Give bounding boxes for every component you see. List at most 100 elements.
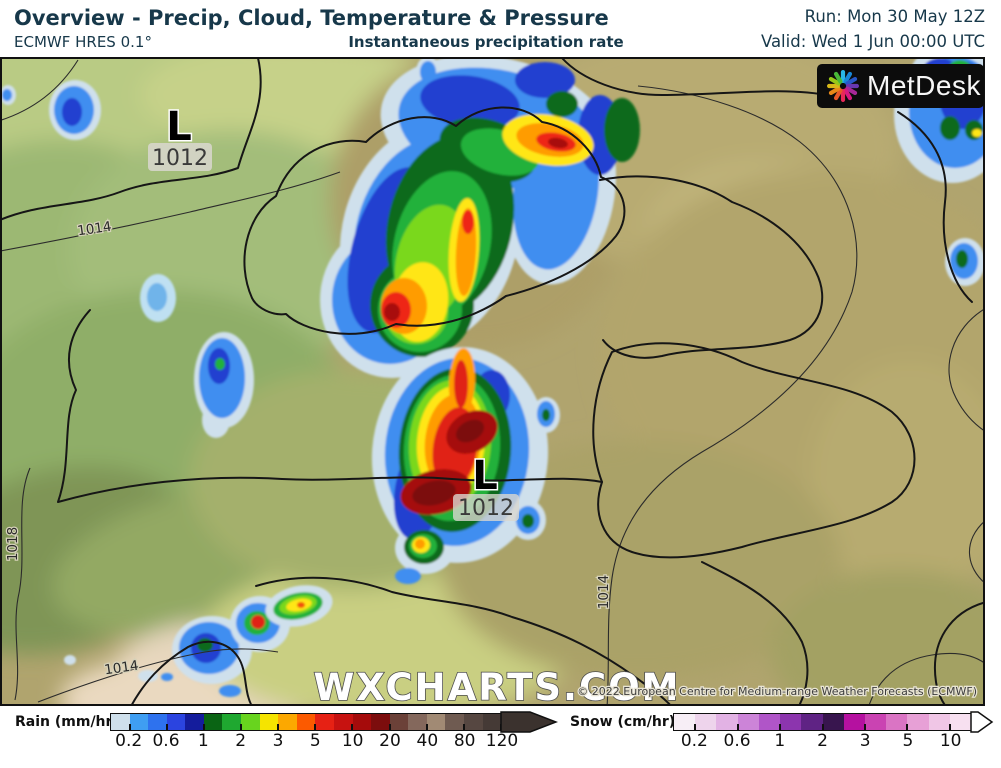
snow-tick-label: 10 xyxy=(939,731,962,751)
isobar-label: 1014 xyxy=(76,219,112,240)
snow-color-segment xyxy=(695,714,717,730)
snow-scale-arrow xyxy=(970,711,994,733)
isobar-lines xyxy=(0,59,985,706)
model-label: ECMWF HRES 0.1° xyxy=(14,33,152,51)
rain-color-segment xyxy=(389,714,409,730)
rain-tick-mark xyxy=(239,724,242,730)
snow-color-segment xyxy=(907,714,929,730)
precip-west-blobs xyxy=(0,80,254,438)
precipitation-layer xyxy=(0,57,985,697)
rain-color-segment xyxy=(166,714,186,730)
rain-tick-label: 10 xyxy=(341,731,364,751)
pressure-low-1: L 1012 xyxy=(148,103,212,171)
rain-tick-mark xyxy=(462,724,465,730)
rain-color-segment xyxy=(241,714,260,730)
watermark: WXCHARTS.COM xyxy=(314,666,681,706)
rain-tick-mark xyxy=(351,724,354,730)
rain-tick-label: 0.6 xyxy=(152,731,180,751)
copyright-notice: © 2022 European Centre for Medium-range … xyxy=(577,685,977,698)
weather-map: 1014 1018 1014 1014 L 1012 L 1012 WXCHAR… xyxy=(0,57,985,706)
run-valid-block: Run: Mon 30 May 12Z Valid: Wed 1 Jun 00:… xyxy=(761,4,985,54)
rain-legend-label: Rain (mm/hr) xyxy=(15,714,119,730)
precip-bottomleft-cluster xyxy=(64,585,333,697)
rain-color-segment xyxy=(278,714,297,730)
map-border xyxy=(0,57,985,706)
rain-tick-mark xyxy=(314,724,317,730)
low-value: 1012 xyxy=(152,146,208,171)
rain-tick-mark xyxy=(165,724,168,730)
metdesk-pinwheel-icon xyxy=(827,70,859,102)
snow-color-segment xyxy=(737,714,759,730)
rain-tick-label: 0.2 xyxy=(115,731,143,751)
rain-color-segment xyxy=(371,714,390,730)
rain-tick-label: 2 xyxy=(235,731,247,751)
snow-color-scale xyxy=(673,713,972,731)
rain-tick-mark xyxy=(128,724,131,730)
snow-scale-ticks: 0.2 0.6 1 2 3 5 10 xyxy=(673,731,972,753)
pressure-low-2: L 1012 xyxy=(453,452,519,521)
rain-color-segment xyxy=(315,714,334,730)
snow-tick-mark xyxy=(948,724,951,730)
snow-tick-mark xyxy=(863,724,866,730)
low-symbol: L xyxy=(472,453,498,499)
isobar-label: 1018 xyxy=(5,527,21,561)
rain-tick-label: 40 xyxy=(416,731,439,751)
rain-color-segment xyxy=(296,714,316,730)
rain-color-segment xyxy=(408,714,427,730)
rain-color-segment xyxy=(185,714,204,730)
snow-tick-label: 2 xyxy=(817,731,828,751)
rain-tick-label: 80 xyxy=(453,731,476,751)
low-value: 1012 xyxy=(458,496,514,521)
low-value-box xyxy=(148,143,212,171)
snow-color-segment xyxy=(949,714,972,730)
snow-color-segment xyxy=(843,714,865,730)
metdesk-logo-text: MetDesk xyxy=(867,70,981,101)
rain-color-segment xyxy=(129,714,149,730)
rain-color-segment xyxy=(222,714,242,730)
snow-tick-mark xyxy=(821,724,824,730)
valid-label: Valid: Wed 1 Jun 00:00 UTC xyxy=(760,32,985,51)
snow-tick-mark xyxy=(779,724,782,730)
snow-color-segment xyxy=(801,714,823,730)
rain-tick-label: 3 xyxy=(272,731,284,751)
rain-tick-label: 120 xyxy=(485,731,519,751)
snow-color-segment xyxy=(716,714,738,730)
snow-tick-label: 5 xyxy=(902,731,914,751)
precip-main-band xyxy=(320,57,640,378)
snow-color-segment xyxy=(822,714,844,730)
snow-color-segment xyxy=(674,714,696,730)
metdesk-logo: MetDesk xyxy=(817,64,984,108)
rain-tick-label: 5 xyxy=(309,731,321,751)
country-borders xyxy=(0,57,985,706)
snow-tick-label: 0.2 xyxy=(680,731,708,751)
isobar-label: 1014 xyxy=(103,658,139,679)
snow-tick-label: 0.6 xyxy=(723,731,751,751)
rain-tick-mark xyxy=(425,724,428,730)
isobar-labels: 1014 1018 1014 1014 xyxy=(4,217,614,679)
snow-tick-mark xyxy=(906,724,909,730)
rain-tick-mark xyxy=(277,724,280,730)
rain-color-segment xyxy=(352,714,372,730)
rain-color-segment xyxy=(111,714,130,730)
page-title: Overview - Precip, Cloud, Temperature & … xyxy=(14,6,609,30)
rain-tick-mark xyxy=(388,724,391,730)
parameter-subtitle: Instantaneous precipitation rate xyxy=(348,33,624,51)
snow-tick-mark xyxy=(736,724,739,730)
rain-color-segment xyxy=(426,714,446,730)
rain-tick-label: 1 xyxy=(197,731,209,751)
rain-color-segment xyxy=(445,714,464,730)
snow-color-segment xyxy=(928,714,950,730)
rain-tick-label: 20 xyxy=(379,731,401,751)
rain-color-segment xyxy=(259,714,279,730)
snow-legend-label: Snow (cm/hr) xyxy=(570,714,676,730)
snow-color-segment xyxy=(780,714,802,730)
snow-color-segment xyxy=(758,714,781,730)
snow-tick-label: 1 xyxy=(774,731,786,751)
rain-scale-arrow xyxy=(500,711,558,733)
rain-color-segment xyxy=(333,714,353,730)
rain-color-scale xyxy=(110,713,502,731)
snow-color-segment xyxy=(864,714,887,730)
rain-color-segment xyxy=(203,714,223,730)
rain-tick-mark xyxy=(202,724,205,730)
